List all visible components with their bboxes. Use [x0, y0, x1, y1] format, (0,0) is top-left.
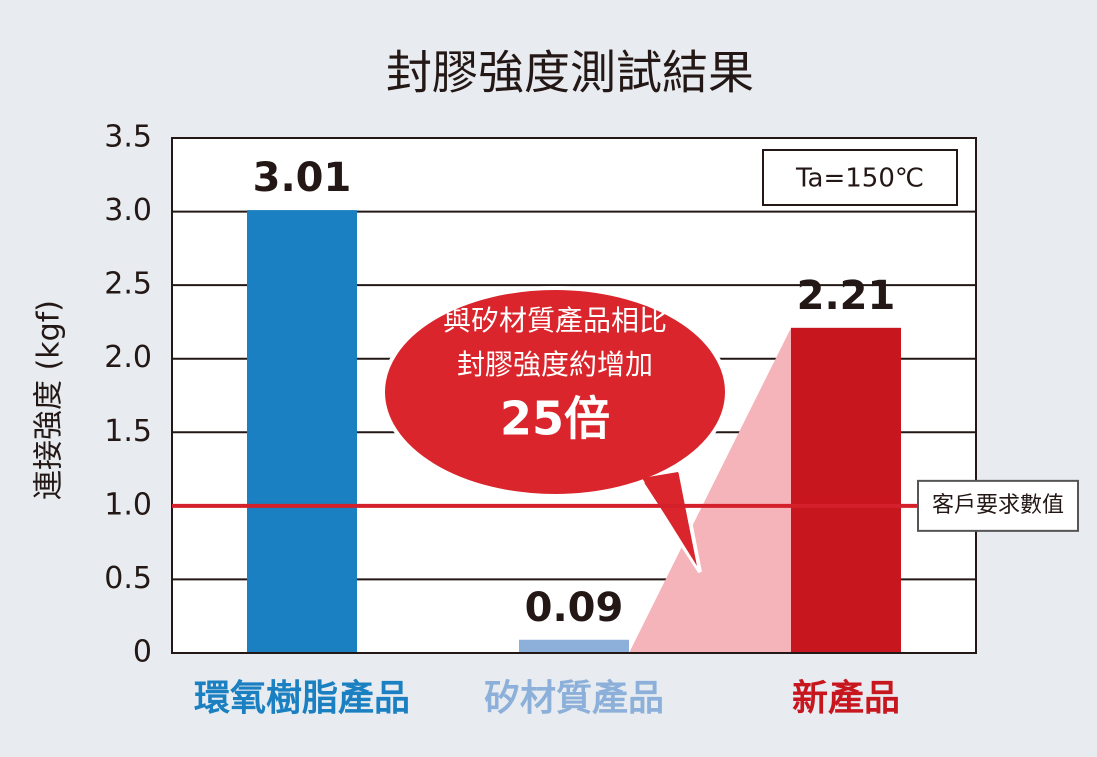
value-label: 0.09	[525, 585, 624, 631]
y-tick-label: 1.0	[104, 487, 152, 522]
x-tick-label: 新產品	[792, 678, 900, 719]
bar	[247, 210, 357, 653]
y-axis-label: 連接強度 (kgf)	[32, 300, 67, 500]
reference-label-box	[917, 479, 1079, 532]
x-tick-label: 矽材質產品	[484, 678, 664, 719]
value-label: 2.21	[797, 273, 896, 319]
callout-highlight: 25倍	[500, 392, 610, 446]
reference-label: 客戶要求數值	[932, 493, 1064, 518]
condition-box	[762, 149, 958, 206]
value-label: 3.01	[253, 155, 352, 201]
callout-line: 封膠強度約增加	[457, 348, 653, 381]
callout-bubble	[381, 286, 729, 498]
callout-tail-fill	[642, 472, 697, 566]
bar	[791, 327, 901, 653]
y-tick-label: 3.0	[104, 193, 152, 228]
y-tick-label: 2.5	[104, 267, 152, 302]
callout-line: 與矽材質產品相比	[443, 304, 667, 337]
bar	[519, 639, 629, 653]
x-tick-label: 環氧樹脂產品	[194, 678, 410, 719]
condition-label: Ta=150℃	[795, 164, 924, 194]
callout: 與矽材質產品相比 封膠強度約增加 25倍	[381, 286, 729, 574]
y-tick-label: 0.5	[104, 561, 152, 596]
comparison-wedge	[629, 327, 791, 653]
y-tick-label: 0	[133, 635, 152, 670]
y-tick-label: 3.5	[104, 120, 152, 155]
y-tick-label: 1.5	[104, 414, 152, 449]
plot-frame	[171, 137, 977, 654]
y-tick-label: 2.0	[104, 340, 152, 375]
chart-title: 封膠強度測試結果	[386, 46, 754, 100]
